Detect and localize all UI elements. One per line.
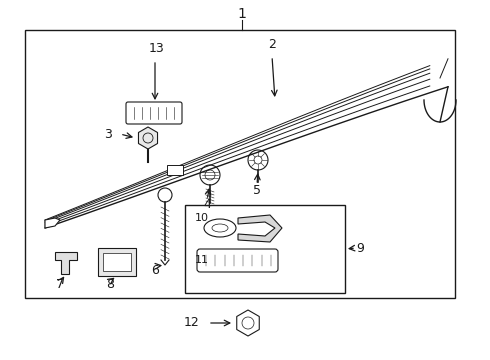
Polygon shape (237, 310, 259, 336)
Text: 5: 5 (253, 184, 261, 197)
Text: 4: 4 (203, 198, 211, 211)
Polygon shape (45, 218, 60, 228)
Text: 13: 13 (149, 41, 165, 54)
Bar (98, 248, 136, 276)
Text: 9: 9 (356, 242, 364, 255)
Polygon shape (55, 252, 77, 274)
Text: 8: 8 (106, 279, 114, 292)
Text: 6: 6 (151, 264, 159, 276)
Bar (103, 253, 131, 271)
Polygon shape (238, 215, 282, 242)
Ellipse shape (204, 219, 236, 237)
Polygon shape (139, 127, 157, 149)
Text: 12: 12 (184, 316, 200, 329)
Text: 3: 3 (104, 127, 112, 140)
Text: 1: 1 (238, 7, 246, 21)
FancyBboxPatch shape (126, 102, 182, 124)
Text: 10: 10 (195, 213, 209, 223)
Text: 7: 7 (56, 279, 64, 292)
Bar (25, 30, 455, 298)
Text: 2: 2 (268, 37, 276, 50)
Bar (185, 205, 345, 293)
Bar (167, 165, 183, 175)
FancyBboxPatch shape (197, 249, 278, 272)
Text: 11: 11 (195, 255, 209, 265)
Ellipse shape (212, 224, 228, 232)
